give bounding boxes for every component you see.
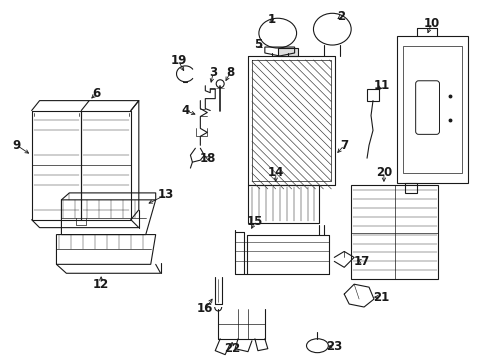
Text: 2: 2 <box>337 10 345 23</box>
Text: 14: 14 <box>267 166 284 179</box>
Text: 7: 7 <box>340 139 347 152</box>
Text: 15: 15 <box>246 215 263 228</box>
Text: 1: 1 <box>267 13 275 26</box>
Text: 17: 17 <box>353 255 369 268</box>
Text: 5: 5 <box>253 37 262 50</box>
Text: 22: 22 <box>224 342 240 355</box>
Text: 3: 3 <box>209 66 217 79</box>
Text: 13: 13 <box>157 188 173 201</box>
Text: 4: 4 <box>181 104 189 117</box>
Text: 8: 8 <box>225 66 234 79</box>
Text: 6: 6 <box>92 87 100 100</box>
Polygon shape <box>277 48 297 56</box>
Text: 21: 21 <box>372 291 388 303</box>
Text: 11: 11 <box>373 79 389 92</box>
Text: 19: 19 <box>170 54 186 67</box>
Text: 23: 23 <box>325 340 342 353</box>
Text: 18: 18 <box>200 152 216 165</box>
Text: 20: 20 <box>375 166 391 179</box>
Text: 12: 12 <box>93 278 109 291</box>
Text: 10: 10 <box>423 17 439 30</box>
Text: 16: 16 <box>197 302 213 315</box>
Text: 9: 9 <box>13 139 21 152</box>
